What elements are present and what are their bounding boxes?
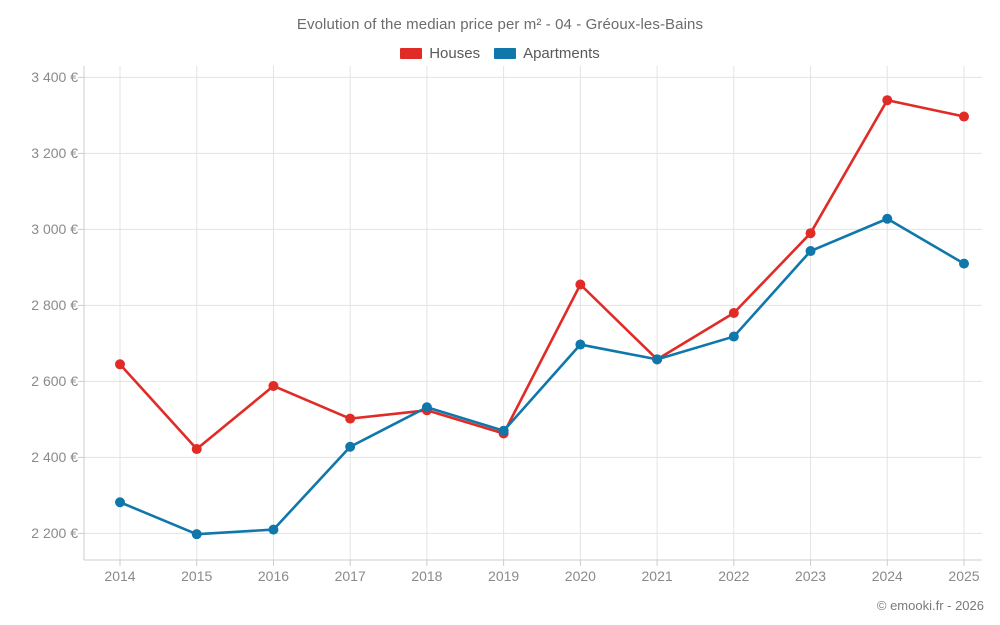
data-point-houses-2020[interactable]	[575, 279, 586, 290]
legend-label-apartments: Apartments	[523, 45, 600, 62]
chart-legend: Houses Apartments	[0, 45, 1000, 62]
data-point-apartments-2025[interactable]	[959, 258, 969, 269]
data-point-apartments-2020[interactable]	[575, 339, 586, 350]
data-point-houses-2017[interactable]	[345, 413, 356, 424]
x-axis-tick-label: 2016	[257, 568, 290, 584]
data-point-apartments-2023[interactable]	[805, 246, 816, 257]
x-axis-tick-label: 2015	[181, 568, 213, 584]
series-markers	[115, 95, 969, 540]
x-axis-tick-label: 2017	[334, 568, 366, 584]
legend-item-houses[interactable]: Houses	[400, 45, 480, 62]
y-axis-tick-label: 3 200 €	[31, 145, 78, 162]
x-axis-tick-label: 2025	[948, 568, 980, 584]
footer-credit: © emooki.fr - 2026	[876, 598, 984, 613]
data-point-houses-2014[interactable]	[115, 359, 125, 370]
grid-lines	[78, 66, 982, 566]
x-axis-tick-label: 2018	[411, 568, 443, 584]
data-point-houses-2015[interactable]	[191, 444, 202, 455]
y-axis-tick-label: 2 200 €	[31, 525, 78, 542]
series-lines	[118, 98, 966, 536]
y-axis-tick-label: 3 000 €	[31, 221, 78, 238]
series-line-houses	[118, 98, 966, 451]
y-axis-tick-labels: 2 200 € 2 400 € 2 600 € 2 800 € 3 000 € 3 200…	[0, 0, 78, 625]
data-point-apartments-2019[interactable]	[498, 425, 509, 436]
data-point-apartments-2014[interactable]	[115, 497, 125, 508]
x-axis-tick-label: 2024	[871, 568, 903, 584]
legend-swatch-icon-apartments	[494, 48, 517, 59]
y-axis-tick-label: 2 400 €	[31, 449, 78, 466]
y-axis-tick-label: 2 600 €	[31, 373, 78, 390]
legend-swatch-icon-houses	[400, 48, 423, 59]
data-point-apartments-2021[interactable]	[652, 354, 663, 365]
x-axis-tick-label: 2023	[794, 568, 827, 584]
legend-item-apartments[interactable]: Apartments	[494, 45, 600, 62]
axis-lines	[83, 66, 982, 561]
data-point-houses-2022[interactable]	[728, 308, 739, 318]
data-point-houses-2025[interactable]	[959, 111, 969, 122]
legend-label-houses: Houses	[429, 45, 481, 62]
x-axis-tick-label: 2014	[104, 568, 136, 584]
x-axis-tick-label: 2022	[718, 568, 750, 584]
x-axis-tick-label: 2021	[641, 568, 673, 584]
data-point-houses-2023[interactable]	[805, 228, 816, 239]
x-axis-tick-label: 2019	[488, 568, 520, 584]
x-axis-tick-label: 2020	[564, 568, 596, 584]
data-point-apartments-2022[interactable]	[728, 331, 739, 342]
y-axis-tick-label: 3 400 €	[31, 69, 78, 86]
data-point-apartments-2018[interactable]	[421, 402, 432, 413]
chart-title: Evolution of the median price per m² - 0…	[296, 16, 704, 33]
data-point-apartments-2016[interactable]	[268, 524, 279, 535]
data-point-houses-2024[interactable]	[882, 95, 893, 106]
data-point-apartments-2024[interactable]	[882, 213, 893, 224]
data-point-apartments-2017[interactable]	[345, 441, 356, 452]
series-line-apartments	[118, 217, 966, 536]
data-point-apartments-2015[interactable]	[191, 529, 202, 540]
y-axis-tick-label: 2 800 €	[31, 297, 78, 314]
data-point-houses-2016[interactable]	[268, 380, 279, 391]
